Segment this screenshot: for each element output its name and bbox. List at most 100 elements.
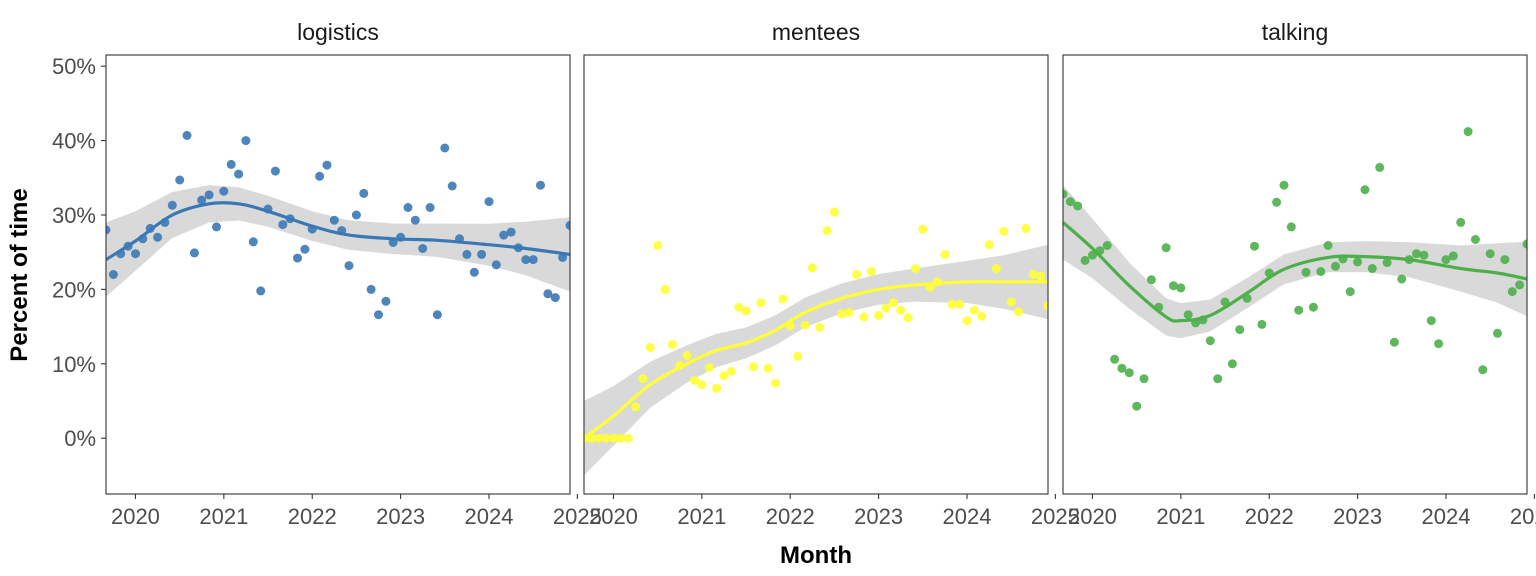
x-tick-label: 2022 [1245,504,1294,529]
confidence-band [1063,185,1527,339]
x-tick-label: 2020 [1068,504,1117,529]
data-point [1353,257,1363,267]
data-point [837,309,847,319]
data-point [601,433,611,443]
data-point [1345,287,1355,297]
data-point [756,298,766,308]
data-point [1493,328,1502,338]
data-point [1448,251,1458,261]
data-point [1146,275,1156,285]
data-point [962,316,972,326]
data-point [1235,325,1245,335]
x-tick-label: 2021 [199,504,248,529]
panel-border [1062,54,1528,495]
data-point [182,130,192,140]
data-point [234,169,244,179]
data-point [910,264,920,273]
data-point [1043,301,1048,311]
y-axis-title: Percent of time [6,188,33,361]
y-tick-label: 0% [64,426,96,451]
confidence-band [106,185,570,297]
x-tick-label: 2020 [111,504,160,529]
data-point [815,322,825,332]
data-point [374,310,383,320]
data-point [491,260,501,270]
data-point [734,302,744,312]
data-point [1389,337,1399,347]
data-point [1456,217,1466,227]
data-point [1434,339,1444,349]
data-point [1021,223,1031,233]
data-point [704,363,714,372]
data-point [653,241,663,250]
data-point [543,289,553,299]
data-point [506,227,516,237]
data-point [1102,241,1112,250]
data-point [322,160,332,170]
data-point [256,286,266,296]
data-point [940,249,950,259]
data-point [219,186,229,196]
data-point [748,362,758,372]
data-point [852,270,861,279]
x-tick-label: 2025 [1031,504,1080,529]
data-point [106,225,111,235]
data-point [1279,180,1289,190]
data-point [175,175,185,185]
data-point [462,249,472,259]
data-point [1426,316,1436,326]
data-point [793,351,803,361]
panel-talking: talking 2020 2021 2022 2023 2024 2025 [1062,19,1536,529]
data-point [528,255,538,265]
y-tick-label: 40% [52,129,96,154]
data-point [477,249,487,259]
data-point [726,366,736,376]
data-point [874,310,884,320]
data-point [1412,249,1421,259]
data-point [969,305,979,315]
panel-plot-area [584,207,1048,476]
data-point [991,264,1001,273]
data-point [381,296,391,306]
data-point [719,371,729,381]
data-point [645,342,655,352]
data-point [469,267,479,277]
data-point [1110,354,1120,364]
panel-title: mentees [772,19,860,45]
data-point [1169,281,1178,291]
data-point [204,190,214,200]
data-point [844,307,854,317]
x-tick-label: 2023 [376,504,425,529]
data-point [1316,267,1326,276]
data-point [1117,363,1127,373]
data-point [1294,305,1304,315]
data-point [425,203,435,212]
data-point [955,299,965,309]
data-point [499,230,509,240]
data-point [565,220,570,230]
data-point [609,433,618,443]
y-tick-label: 10% [52,352,96,377]
data-point [1006,297,1016,307]
x-tick-label: 2025 [1510,504,1536,529]
x-tick-label: 2022 [288,504,337,529]
data-point [638,374,648,384]
x-tick-label: 2021 [1156,504,1205,529]
data-point [1485,249,1495,259]
data-point [1205,336,1215,346]
data-point [771,378,780,388]
data-point [697,380,707,390]
data-point [1028,270,1038,279]
data-point [1088,250,1097,260]
data-point [829,207,839,217]
data-point [484,197,494,207]
data-point [631,402,641,412]
data-point [1124,368,1134,378]
x-tick-label: 2023 [1333,504,1382,529]
data-point [293,253,302,263]
data-point [1522,239,1527,249]
data-point [550,293,560,303]
panel-plot-area [1063,127,1527,411]
data-point [667,339,677,349]
data-point [1478,365,1488,375]
